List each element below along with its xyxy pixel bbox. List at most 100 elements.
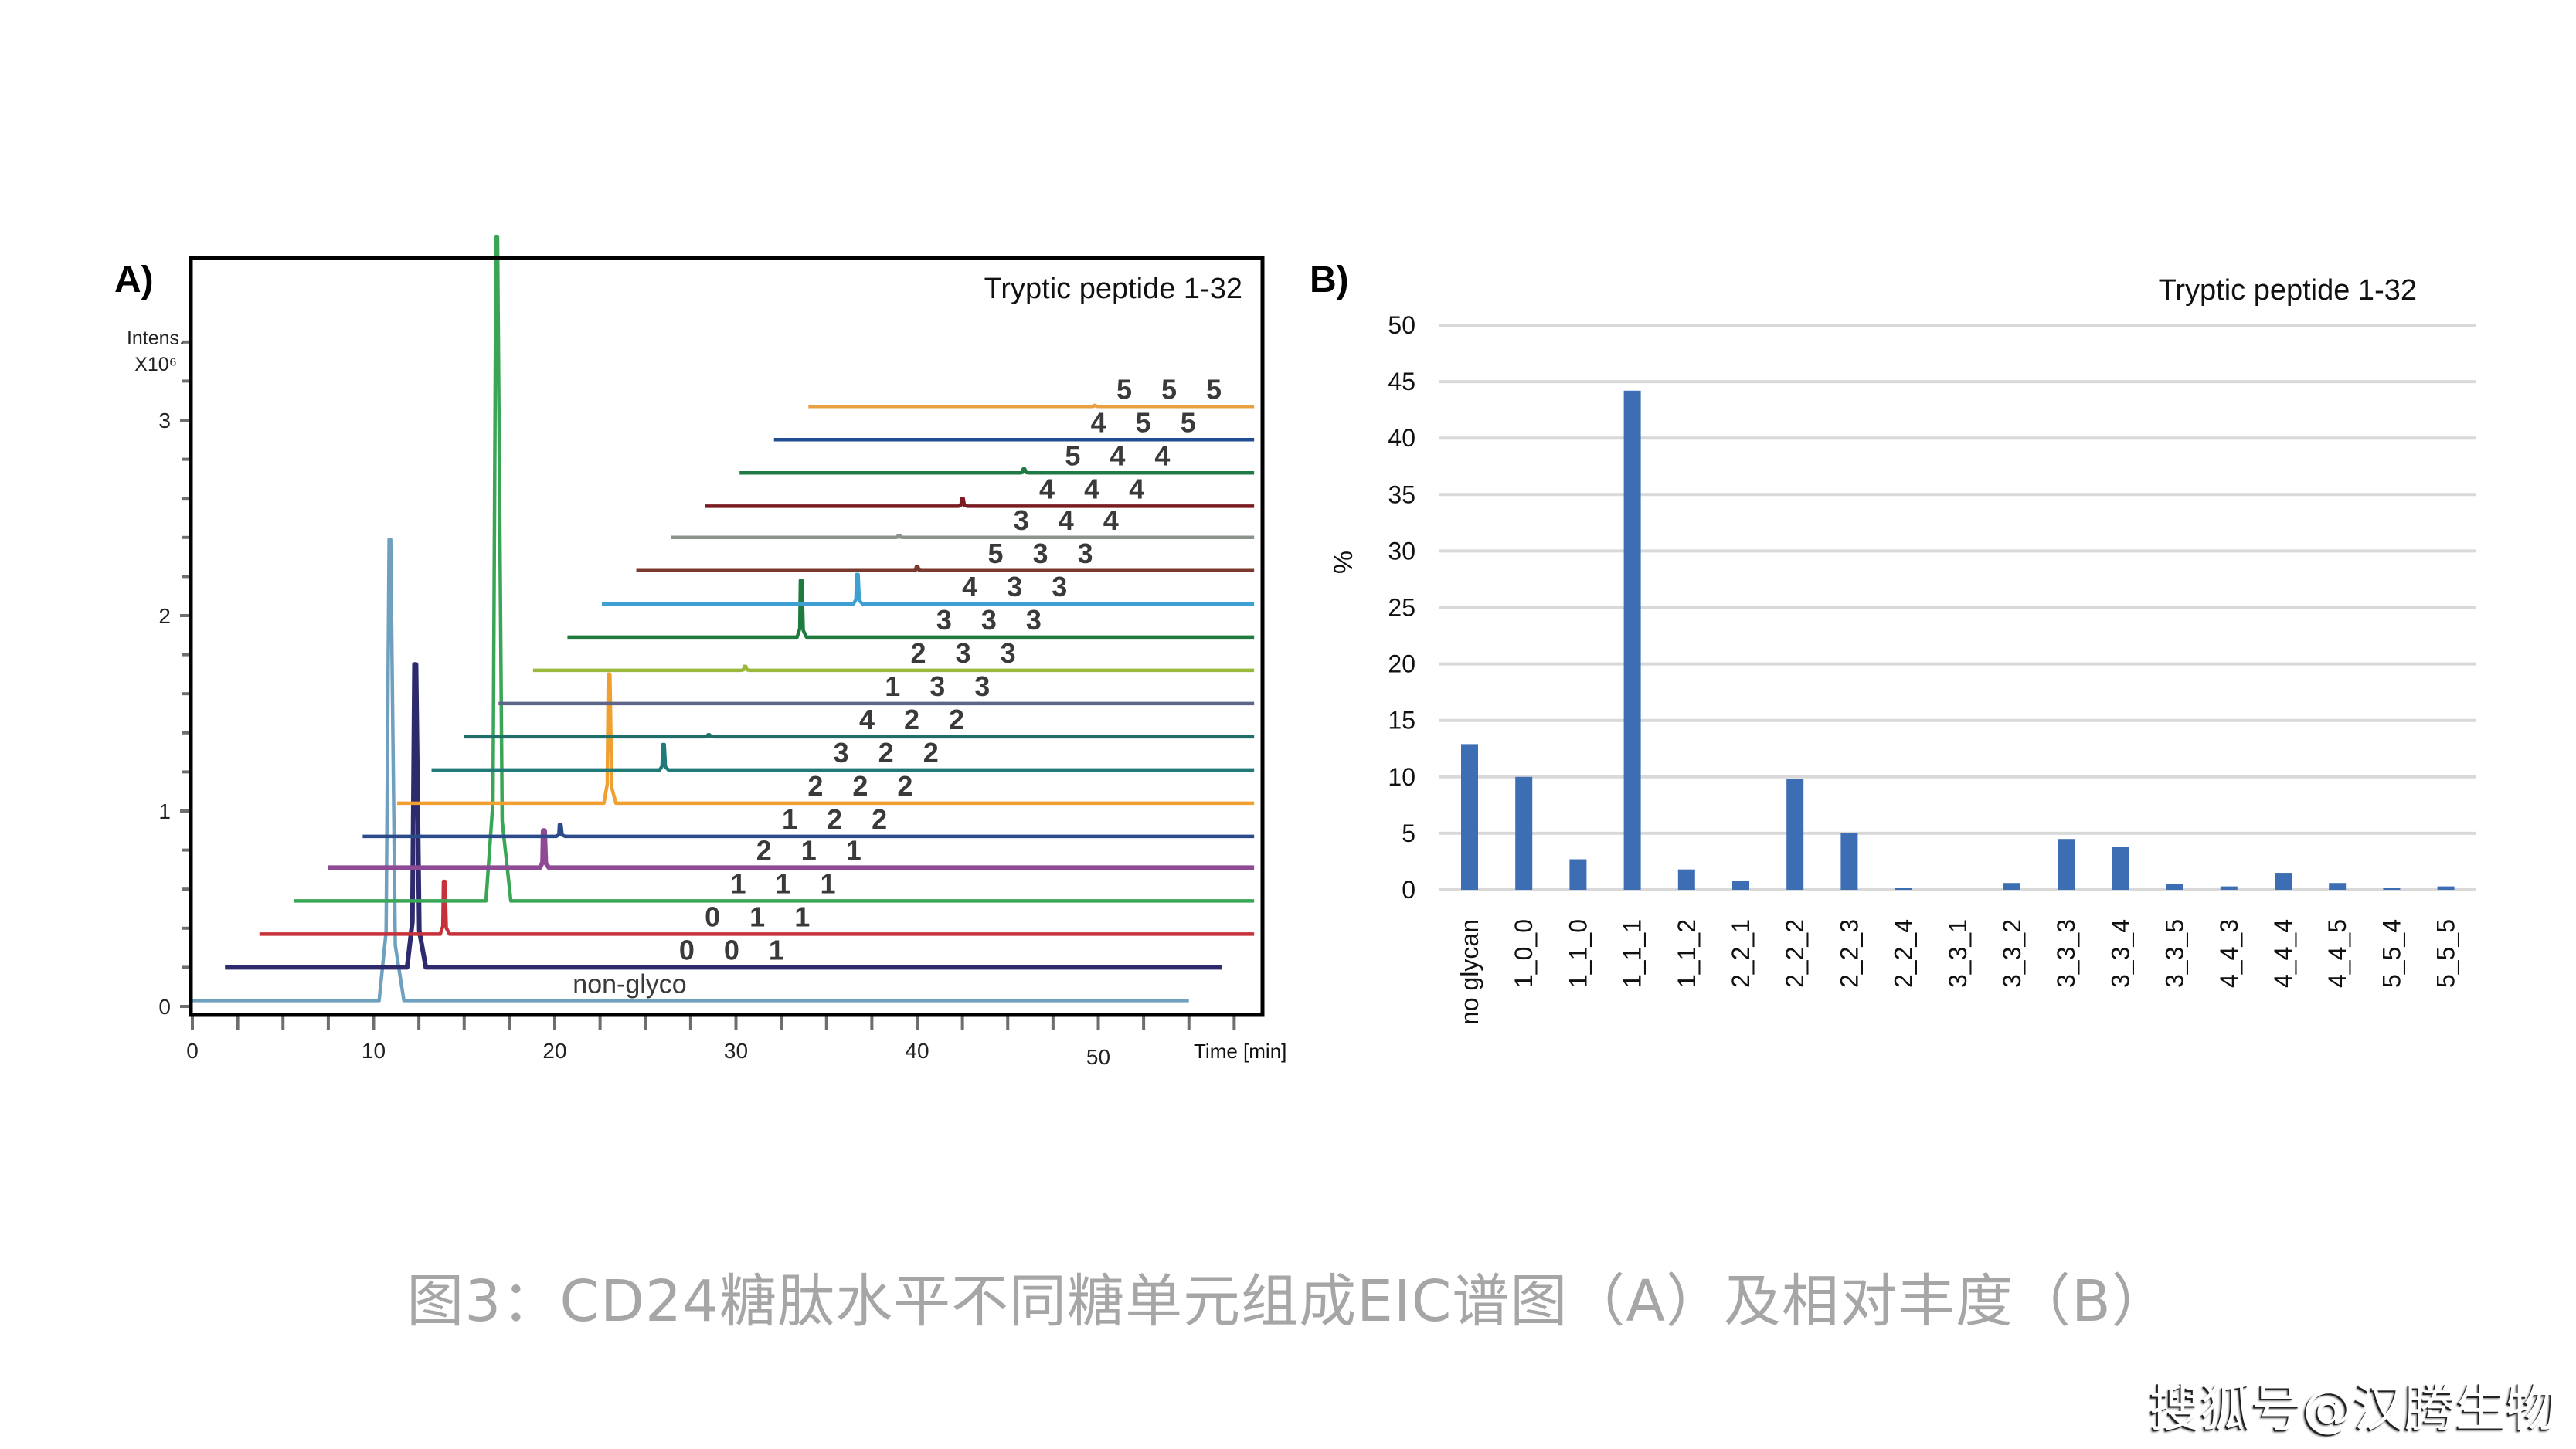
y-tick-label: 2 (158, 604, 171, 628)
plot-frame (189, 256, 1265, 1017)
eic-trace-2_1_1 (328, 828, 1255, 870)
x-tick-label: 3_3_2 (1998, 919, 2026, 988)
y-axis-unit: X10⁶ (134, 354, 177, 375)
panel-b-label: B) (1310, 260, 1349, 300)
eic-trace-4_2_2 (464, 733, 1255, 739)
x-tick-label: 2_2_4 (1890, 919, 1918, 988)
x-tick-label: 5_5_4 (2377, 919, 2405, 988)
bar-5_5_4 (2383, 888, 2401, 890)
trace-label-non-glyco: non-glyco (573, 969, 686, 999)
bar-1_1_1 (1623, 390, 1641, 890)
watermark: 搜狐号@汉腾生物 (2149, 1379, 2557, 1438)
trace-label-3_4_4: 3 4 4 (1014, 504, 1130, 536)
trace-label-2_1_1: 2 1 1 (756, 834, 872, 866)
trace-label-5_4_4: 5 4 4 (1065, 439, 1181, 471)
y-tick-label: 20 (1388, 650, 1415, 678)
eic-trace-2_3_3 (532, 664, 1255, 673)
bar-3_3_3 (2058, 839, 2075, 890)
trace-label-5_5_5: 5 5 5 (1116, 373, 1232, 405)
trace-label-0_1_1: 0 1 1 (705, 901, 821, 932)
bar-2_2_2 (1786, 779, 1804, 890)
y-tick-label: 0 (1402, 876, 1415, 904)
trace-label-5_3_3: 5 3 3 (987, 538, 1103, 569)
eic-trace-1_1_1 (294, 234, 1255, 903)
panel-b-bar-chart: B) Tryptic peptide 1-32 0 5 10 15 20 25 30 35 40 45… (1310, 260, 2476, 1025)
y-tick-label: 0 (158, 995, 171, 1019)
x-tick-label: 4_4_4 (2269, 919, 2297, 988)
bar-4_4_3 (2220, 886, 2238, 890)
eic-trace-4_4_4 (705, 496, 1255, 508)
eic-trace-5_4_4 (739, 467, 1255, 475)
trace-label-4_5_5: 4 5 5 (1091, 406, 1207, 438)
x-tick-label: 20 (542, 1039, 566, 1063)
x-tick-label: 3_3_3 (2052, 919, 2080, 988)
bar-2_2_1 (1732, 881, 1749, 890)
x-tick-label: 3_3_1 (1944, 919, 1972, 988)
y-tick-label: 30 (1388, 537, 1415, 565)
x-axis-label: Time [min] (1194, 1040, 1286, 1063)
x-tick-label: 1_1_1 (1619, 919, 1647, 988)
bar-1_0_0 (1515, 776, 1533, 890)
x-tick-label: 10 (362, 1039, 386, 1063)
bar-1_1_0 (1569, 859, 1587, 890)
panel-a-eic-chart: A) 0 1 2 3 Intens. X10⁶ 0 10 20 30 40 50 Time [min] no… (114, 234, 1286, 1069)
trace-label-1_1_1: 1 1 1 (730, 867, 846, 899)
eic-trace-0_1_1 (259, 879, 1255, 936)
bar-1_1_2 (1677, 869, 1695, 890)
x-tick-label: 4_4_5 (2323, 919, 2351, 988)
y-tick-label: 25 (1388, 594, 1415, 622)
y-tick-label: 10 (1388, 763, 1415, 791)
x-tick-label: 1_0_0 (1510, 919, 1538, 988)
trace-label-0_0_1: 0 0 1 (679, 934, 795, 965)
figure-caption: 图3：CD24糖肽水平不同糖单元组成EIC谱图（A）及相对丰度（B） (406, 1268, 2170, 1335)
bar-3_3_4 (2112, 847, 2129, 890)
bar-3_3_5 (2166, 884, 2183, 890)
eic-trace-0_0_1 (225, 662, 1222, 970)
x-tick-label: 1_1_2 (1673, 919, 1701, 988)
bar-3_3_2 (2003, 883, 2020, 890)
x-tick-label: 4_4_3 (2215, 919, 2243, 988)
x-tick-label: 40 (905, 1039, 929, 1063)
trace-label-2_3_3: 2 3 3 (911, 637, 1027, 669)
trace-label-3_2_2: 3 2 2 (834, 737, 950, 769)
eic-trace-2_2_2 (396, 672, 1255, 806)
bar-4_4_5 (2329, 883, 2347, 890)
eic-trace-4_3_3 (601, 572, 1255, 606)
x-tick-label: 2_2_1 (1727, 919, 1755, 988)
y-tick-label: 1 (158, 799, 171, 823)
x-tick-label: 2_2_3 (1835, 919, 1863, 988)
panel-a-title: Tryptic peptide 1-32 (984, 273, 1242, 305)
y-tick-label: 5 (1402, 820, 1415, 847)
trace-label-1_2_2: 1 2 2 (782, 803, 898, 835)
panel-a-label: A) (114, 260, 154, 300)
panel-b-title: Tryptic peptide 1-32 (2159, 274, 2417, 307)
eic-trace-1_2_2 (362, 823, 1255, 839)
x-tick-label: 50 (1086, 1045, 1110, 1069)
bar-no-glycan (1461, 744, 1478, 890)
y-tick-label: 3 (158, 409, 171, 433)
x-tick-label: 1_1_0 (1564, 919, 1592, 988)
x-tick-label: 2_2_2 (1781, 919, 1809, 988)
y-axis-label: Intens. (127, 327, 185, 349)
trace-label-4_4_4: 4 4 4 (1039, 473, 1155, 504)
x-tick-label: 3_3_5 (2161, 919, 2189, 988)
y-tick-label: 35 (1388, 480, 1415, 508)
eic-trace-3_4_4 (671, 534, 1255, 540)
trace-label-1_3_3: 1 3 3 (885, 670, 1001, 702)
bar-5_5_5 (2437, 886, 2455, 890)
y-tick-label: 50 (1388, 311, 1415, 339)
eic-trace-5_3_3 (636, 565, 1255, 573)
eic-trace-3_3_3 (567, 579, 1255, 640)
bar-4_4_4 (2275, 873, 2292, 890)
y-axis-label: % (1329, 551, 1358, 574)
bar-2_2_4 (1895, 888, 1912, 890)
x-tick-label: 3_3_4 (2106, 919, 2134, 988)
trace-label-3_3_3: 3 3 3 (936, 604, 1052, 636)
y-tick-label: 40 (1388, 424, 1415, 452)
trace-label-4_3_3: 4 3 3 (962, 571, 1078, 602)
trace-label-2_2_2: 2 2 2 (807, 770, 923, 802)
y-tick-label: 45 (1388, 368, 1415, 395)
x-tick-label: 0 (186, 1039, 199, 1063)
bar-2_2_3 (1840, 833, 1858, 890)
